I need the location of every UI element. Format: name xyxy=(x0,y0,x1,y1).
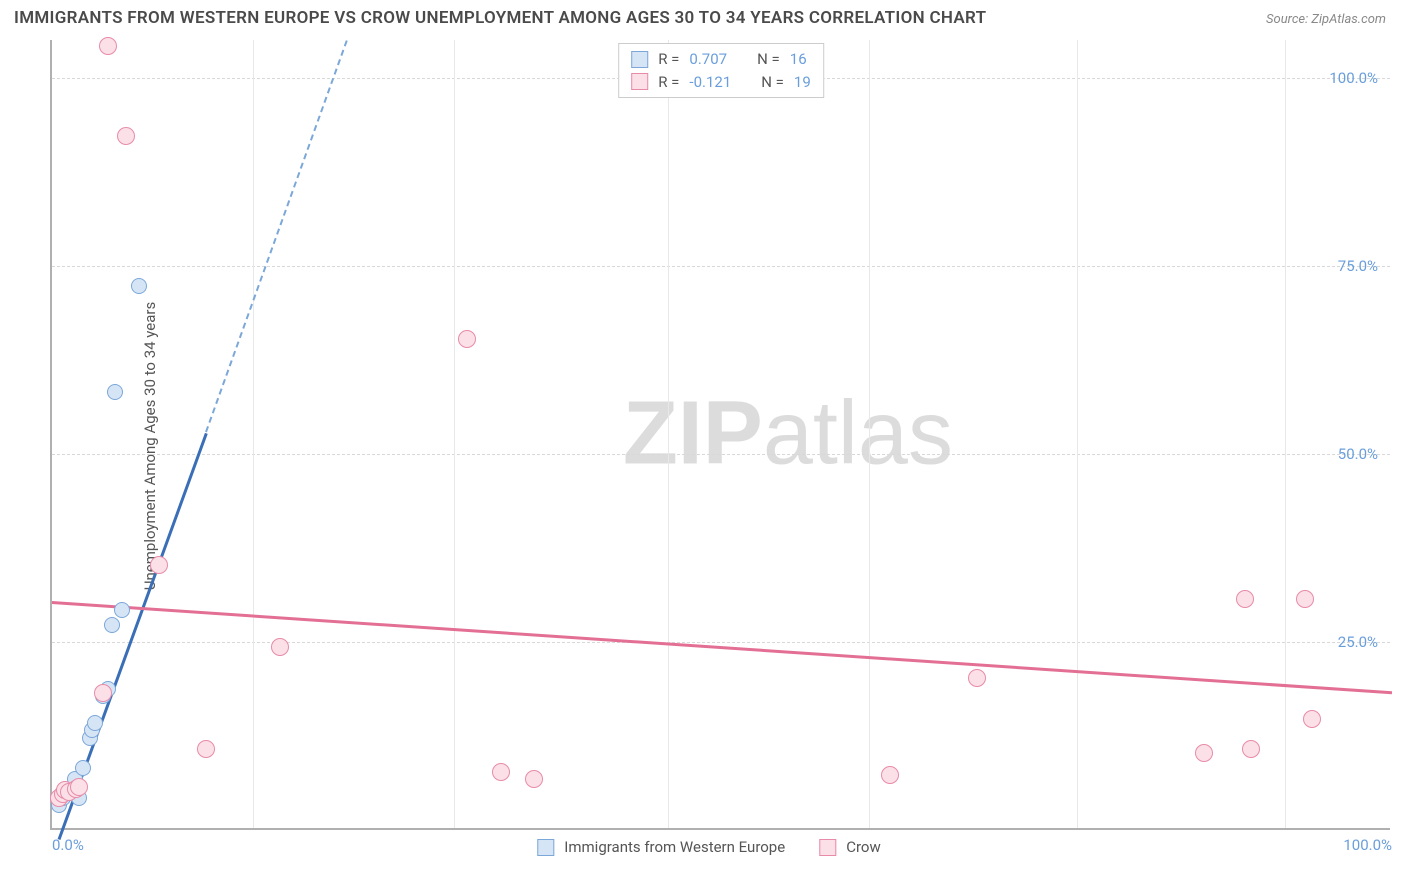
scatter-point xyxy=(525,770,543,788)
scatter-point xyxy=(107,384,123,400)
scatter-point xyxy=(881,766,899,784)
scatter-point xyxy=(492,763,510,781)
x-tick-label: 100.0% xyxy=(1343,836,1392,854)
scatter-point xyxy=(114,602,130,618)
legend-n-value: 19 xyxy=(794,71,811,94)
legend-n-label: N = xyxy=(757,48,780,71)
watermark: ZIPatlas xyxy=(623,383,953,486)
scatter-point xyxy=(99,37,117,55)
plot-area: ZIPatlas R =0.707N =16R =-0.121N =19 Imm… xyxy=(50,40,1390,830)
legend-series-label: Immigrants from Western Europe xyxy=(564,838,785,856)
scatter-point xyxy=(1236,590,1254,608)
scatter-point xyxy=(1195,744,1213,762)
scatter-point xyxy=(271,638,289,656)
legend-n-label: N = xyxy=(761,71,784,94)
y-tick-label: 100.0% xyxy=(1329,69,1378,87)
y-tick-label: 25.0% xyxy=(1338,633,1378,651)
scatter-point xyxy=(94,684,112,702)
scatter-point xyxy=(968,669,986,687)
legend-r-value: 0.707 xyxy=(689,48,727,71)
scatter-point xyxy=(87,715,103,731)
grid-line-vertical xyxy=(253,40,254,828)
source-attribution: Source: ZipAtlas.com xyxy=(1266,12,1386,27)
legend-swatch xyxy=(537,839,554,856)
chart-title: IMMIGRANTS FROM WESTERN EUROPE VS CROW U… xyxy=(14,8,986,28)
legend-stats: R = 0.707 N = 16 R = -0.121 N = 19 xyxy=(618,43,824,98)
legend-r-value: -0.121 xyxy=(689,71,731,94)
scatter-point xyxy=(458,330,476,348)
scatter-point xyxy=(150,556,168,574)
grid-line-vertical xyxy=(668,40,669,828)
trend-line-dashed xyxy=(205,41,348,433)
scatter-point xyxy=(1296,590,1314,608)
grid-line-vertical xyxy=(454,40,455,828)
scatter-point xyxy=(104,617,120,633)
scatter-point xyxy=(1242,740,1260,758)
scatter-point xyxy=(197,740,215,758)
legend-r-label: R = xyxy=(658,48,679,71)
grid-line-vertical xyxy=(1285,40,1286,828)
scatter-point xyxy=(1303,710,1321,728)
grid-line-vertical xyxy=(869,40,870,828)
y-tick-label: 75.0% xyxy=(1338,257,1378,275)
legend-swatch xyxy=(631,51,648,68)
scatter-point xyxy=(70,778,88,796)
scatter-point xyxy=(75,760,91,776)
legend-series-label: Crow xyxy=(846,838,881,856)
grid-line-vertical xyxy=(1077,40,1078,828)
legend-swatch xyxy=(819,839,836,856)
scatter-point xyxy=(117,127,135,145)
legend-stats-row: R = 0.707 N = 16 xyxy=(631,48,811,71)
legend-stats-row: R = -0.121 N = 19 xyxy=(631,71,811,94)
legend-series: Immigrants from Western Europe Crow xyxy=(537,838,904,856)
legend-r-label: R = xyxy=(658,71,679,94)
scatter-point xyxy=(131,278,147,294)
y-tick-label: 50.0% xyxy=(1338,445,1378,463)
legend-n-value: 16 xyxy=(790,48,807,71)
legend-swatch xyxy=(631,73,648,90)
